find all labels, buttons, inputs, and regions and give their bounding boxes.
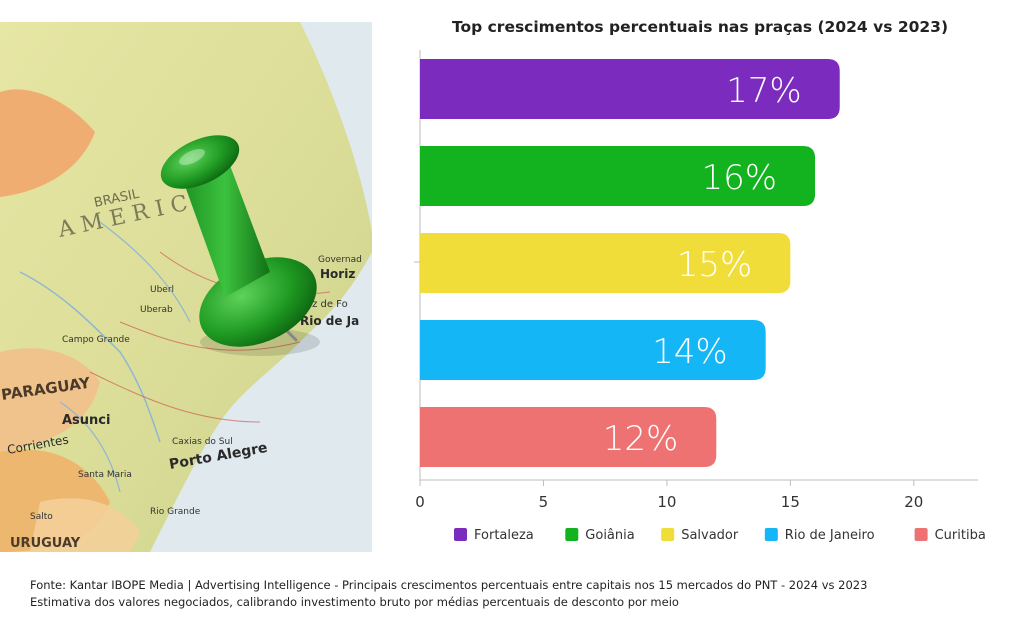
map-illustration: A M E R I C A BRASIL PARAGUAY Asunci Cor… xyxy=(0,22,372,552)
legend-swatch xyxy=(661,528,675,541)
map-label-caxias: Caxias do Sul xyxy=(172,437,233,447)
bar-rio-de-janeiro xyxy=(420,320,766,380)
legend-label: Fortaleza xyxy=(474,528,534,543)
map-label-rio-grande: Rio Grande xyxy=(150,507,201,517)
bar-value-label: 16% xyxy=(701,158,777,198)
legend-swatch xyxy=(764,528,778,541)
bar-salvador xyxy=(420,233,791,293)
map-label-juiz-de-fora: Juiz de Fo xyxy=(299,299,348,310)
bar-goi-nia xyxy=(420,146,816,206)
legend-label: Curitiba xyxy=(935,528,986,543)
map-label-salto: Salto xyxy=(30,512,53,522)
bar-curitiba xyxy=(420,407,717,467)
legend-swatch xyxy=(565,528,579,541)
source-note: Fonte: Kantar IBOPE Media | Advertising … xyxy=(30,578,868,592)
map-label-asuncion: Asunci xyxy=(62,413,110,428)
bar-value-label: 12% xyxy=(603,419,679,459)
legend-label: Salvador xyxy=(681,528,739,543)
bar-value-label: 14% xyxy=(652,332,728,372)
legend-swatch xyxy=(454,528,467,541)
bar-value-label: 15% xyxy=(677,245,753,285)
x-tick-label: 10 xyxy=(657,493,676,511)
map-label-governador: Governad xyxy=(318,255,362,265)
map-label-uberlandia: Uberl xyxy=(150,285,174,295)
x-tick-label: 20 xyxy=(904,493,923,511)
bar-fortaleza xyxy=(420,59,840,119)
map-label-santa-maria: Santa Maria xyxy=(78,470,132,480)
map-label-uruguay: URUGUAY xyxy=(10,536,81,551)
map-label-uberaba: Uberab xyxy=(140,305,173,315)
map-photo: A M E R I C A BRASIL PARAGUAY Asunci Cor… xyxy=(0,22,372,552)
bar-value-label: 17% xyxy=(726,71,802,111)
legend-label: Goiânia xyxy=(585,528,634,543)
legend-swatch xyxy=(914,528,928,541)
map-label-rio-de-janeiro: Rio de Ja xyxy=(300,314,359,328)
estimate-note: Estimativa dos valores negociados, calib… xyxy=(30,595,679,609)
x-tick-label: 0 xyxy=(415,493,425,511)
bar-chart: 17% 16% 15% 14% 12% 0 5 10 15 20 Fortaleza Goiâni… xyxy=(414,50,986,543)
x-tick-label: 15 xyxy=(781,493,800,511)
x-tick-label: 5 xyxy=(539,493,549,511)
chart-title: Top crescimentos percentuais nas praças … xyxy=(451,18,949,36)
legend-label: Rio de Janeiro xyxy=(785,528,875,543)
map-label-campo-grande: Campo Grande xyxy=(62,335,130,345)
map-label-belo-horizonte: Horiz xyxy=(320,267,355,281)
